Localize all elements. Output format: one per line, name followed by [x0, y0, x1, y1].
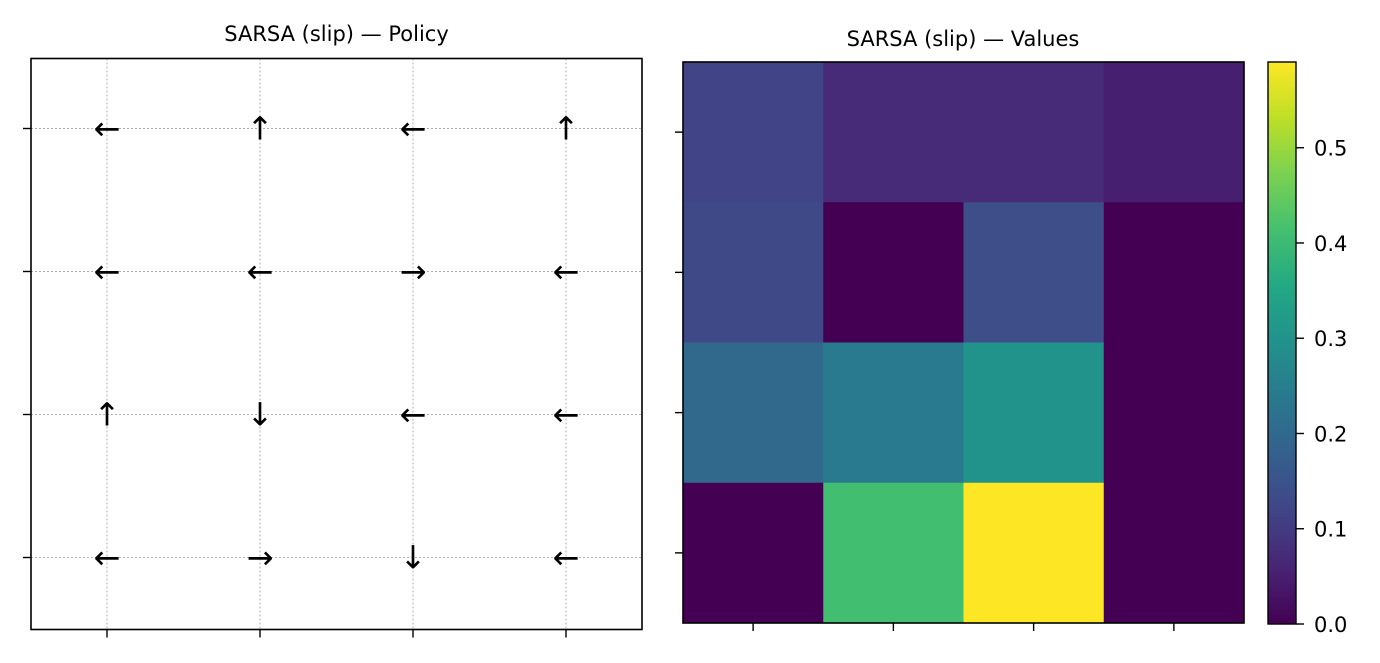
policy-arrow: ←: [553, 539, 580, 577]
colorbar-tick-label: 0.2: [1314, 422, 1347, 446]
policy-arrow: ↑: [94, 396, 121, 434]
heatmap-cell: [1103, 342, 1245, 484]
policy-arrow: ←: [553, 253, 580, 291]
policy-arrow: ←: [400, 110, 427, 148]
policy-arrow: ←: [400, 396, 427, 434]
colorbar-ticks: 0.0 0.1 0.2 0.3 0.4 0.5: [1296, 137, 1347, 637]
colorbar-tick-label: 0.3: [1314, 327, 1347, 351]
heatmap-cell: [963, 62, 1105, 203]
policy-panel: SARSA (slip) — Policy ← ↑ ← ↑ ← ← → ← ↑ ↓ ← ← ← → ↓ ←: [23, 22, 643, 638]
colorbar-tick-label: 0.4: [1314, 232, 1347, 256]
colorbar: 0.0 0.1 0.2 0.3 0.4 0.5: [1267, 61, 1347, 637]
heatmap-cell: [823, 202, 964, 343]
policy-arrow: →: [247, 539, 274, 577]
policy-arrow: ↓: [247, 396, 274, 434]
policy-arrow: ↓: [400, 539, 427, 577]
policy-arrow: ↑: [553, 110, 580, 148]
heatmap-cell: [683, 62, 824, 203]
heatmap-cell: [823, 62, 964, 203]
heatmap-cell: [683, 202, 824, 343]
policy-chart-title: SARSA (slip) — Policy: [224, 22, 449, 46]
colorbar-gradient: [1267, 61, 1297, 625]
heatmap-cell: [1103, 62, 1245, 203]
policy-arrow: ←: [94, 253, 121, 291]
heatmap-cell: [683, 342, 824, 484]
colorbar-tick-label: 0.1: [1314, 518, 1347, 542]
values-panel: SARSA (slip) — Values: [675, 27, 1245, 631]
heatmap-cell: [823, 482, 964, 624]
policy-arrow: ←: [94, 539, 121, 577]
policy-arrow: ←: [553, 396, 580, 434]
values-ticks: [675, 131, 1175, 631]
heatmap-cells: [683, 62, 1245, 624]
heatmap-cell: [823, 342, 964, 484]
heatmap-cell: [683, 482, 824, 624]
policy-arrow: →: [400, 253, 427, 291]
heatmap-cell: [963, 342, 1105, 484]
values-chart-title: SARSA (slip) — Values: [847, 27, 1080, 51]
policy-arrow: ←: [247, 253, 274, 291]
policy-arrow: ←: [94, 110, 121, 148]
policy-arrows: ← ↑ ← ↑ ← ← → ← ↑ ↓ ← ← ← → ↓ ←: [94, 110, 580, 577]
policy-ticks: [23, 127, 567, 638]
heatmap-cell: [963, 202, 1105, 343]
heatmap-cell: [1103, 482, 1245, 624]
policy-plot-frame: [30, 57, 643, 631]
colorbar-tick-label: 0.5: [1314, 137, 1347, 161]
policy-plot-area: [31, 58, 642, 630]
colorbar-tick-label: 0.0: [1314, 613, 1347, 637]
heatmap-cell: [963, 482, 1105, 624]
heatmap-cell: [1103, 202, 1245, 343]
policy-arrow: ↑: [247, 110, 274, 148]
policy-grid: [31, 58, 642, 630]
heatmap-frame: [682, 61, 1245, 624]
